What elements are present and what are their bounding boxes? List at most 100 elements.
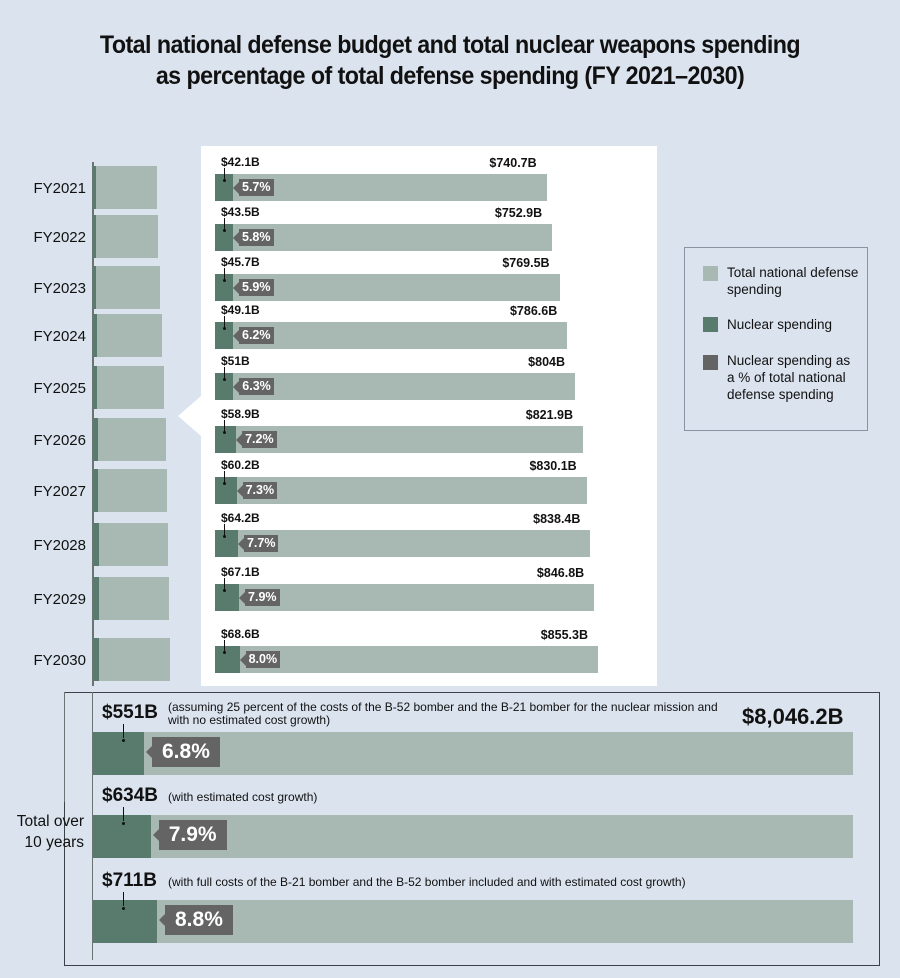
overview-bar-nuclear [93,523,99,566]
label-percent-badge: 6.2% [233,327,274,344]
overview-bar-total [94,166,157,209]
total-leader-dot [122,822,125,825]
legend-label-percent: Nuclear spending as a % of total nationa… [727,353,851,402]
bar-nuclear-spending [215,530,238,557]
overview-bar-total [94,418,167,461]
label-total-value: $821.9B [525,408,574,422]
category-label: FY2030 [33,652,86,669]
category-label: FY2026 [33,432,86,449]
total-nuclear-label: $711B [102,870,157,891]
leader-dot [223,378,226,381]
bar-nuclear-spending [215,224,233,251]
total-nuclear-label: $551B [102,702,158,723]
overview-bar-total [94,366,165,409]
leader-tick [224,218,225,230]
legend-swatch-percent [703,355,718,370]
total-percent-badge: 8.8% [159,905,233,935]
leader-tick [224,471,225,483]
overview-bar-total [94,215,159,258]
legend-swatch-nuclear [703,317,718,332]
category-label: FY2029 [33,591,86,608]
label-nuclear-value: $49.1B [221,303,260,317]
leader-tick [224,268,225,280]
leader-tick [224,524,225,536]
label-total-value: $769.5B [502,256,550,270]
overview-axis-line [92,162,94,686]
bar-total-spending [215,373,576,400]
label-percent-badge: 8.0% [239,651,281,668]
ten-year-totals-box [64,692,880,966]
label-percent-badge: 5.7% [233,179,274,196]
label-nuclear-value: $42.1B [221,155,260,169]
category-label: FY2022 [33,229,86,246]
legend-label-nuclear: Nuclear spending [727,317,833,332]
bar-nuclear-spending [215,322,233,349]
total-leader-dot [122,907,125,910]
total-scenario-note: (with full costs of the B-21 bomber and … [168,875,686,889]
total-leader-dot [122,739,125,742]
leader-tick [224,420,225,432]
chart-title-line-1: Total national defense budget and total … [99,31,801,59]
label-percent-badge: 7.7% [238,535,279,552]
leader-dot [223,431,226,434]
label-total-value: $855.3B [540,628,588,642]
total-bar-nuclear [93,732,144,775]
leader-tick [224,316,225,328]
label-nuclear-value: $43.5B [221,205,260,219]
label-total-value: $804B [528,355,566,369]
label-percent-badge: 7.3% [236,482,278,499]
legend-label-total: Total national defense spending [727,265,859,297]
overview-bar-total [94,577,170,620]
bar-nuclear-spending [215,584,240,611]
leader-dot [223,589,226,592]
label-total-value: $838.4B [533,512,581,526]
label-total-value: $752.9B [494,206,543,220]
total-leader-tick [123,807,124,821]
total-defense-label: $8,046.2B [742,704,844,729]
bar-nuclear-spending [215,477,237,504]
category-label: FY2028 [33,537,86,554]
leader-tick [224,640,225,652]
total-leader-tick [123,892,124,906]
detail-chart-panel: $42.1B $740.7B 5.7% $43.5B $752.9B 5.8% $45.7B… [201,146,657,686]
category-label: FY2023 [33,280,86,297]
overview-bar-nuclear [93,166,96,209]
leader-dot [223,535,226,538]
total-scenario-note: (with estimated cost growth) [168,790,318,804]
overview-bar-nuclear [93,366,97,409]
legend-swatch-total [703,266,718,281]
total-nuclear-label: $634B [102,785,158,806]
total-bar-nuclear [93,815,151,858]
label-total-value: $740.7B [489,156,537,170]
label-nuclear-value: $51B [221,354,250,368]
total-leader-tick [123,724,124,738]
leader-dot [223,229,226,232]
label-nuclear-value: $45.7B [221,255,260,269]
leader-tick [224,578,225,590]
category-label: FY2027 [33,483,86,500]
overview-bar-nuclear [93,418,98,461]
bar-nuclear-spending [215,174,233,201]
overview-bar-nuclear [93,266,97,309]
bar-nuclear-spending [215,646,240,673]
bar-nuclear-spending [215,373,234,400]
label-percent-badge: 5.9% [233,279,274,296]
total-scenario-note: (assuming 25 percent of the costs of the… [168,700,718,727]
overview-bar-nuclear [93,215,97,258]
leader-dot [223,327,226,330]
label-total-value: $786.6B [509,304,558,318]
label-percent-badge: 6.3% [233,378,274,395]
label-nuclear-value: $67.1B [221,565,260,579]
overview-bar-nuclear [93,638,99,681]
label-nuclear-value: $68.6B [221,627,260,641]
leader-dot [223,651,226,654]
totals-axis-line [92,692,93,960]
overview-bar-total [94,638,170,681]
chart-title-line-2: as percentage of total defense spending … [155,62,745,90]
overview-bar-total [94,523,169,566]
overview-bar-nuclear [93,577,99,620]
total-percent-badge: 7.9% [152,820,227,850]
overview-bar-total [94,314,163,357]
label-total-value: $830.1B [529,459,577,473]
category-label: FY2025 [33,380,86,397]
